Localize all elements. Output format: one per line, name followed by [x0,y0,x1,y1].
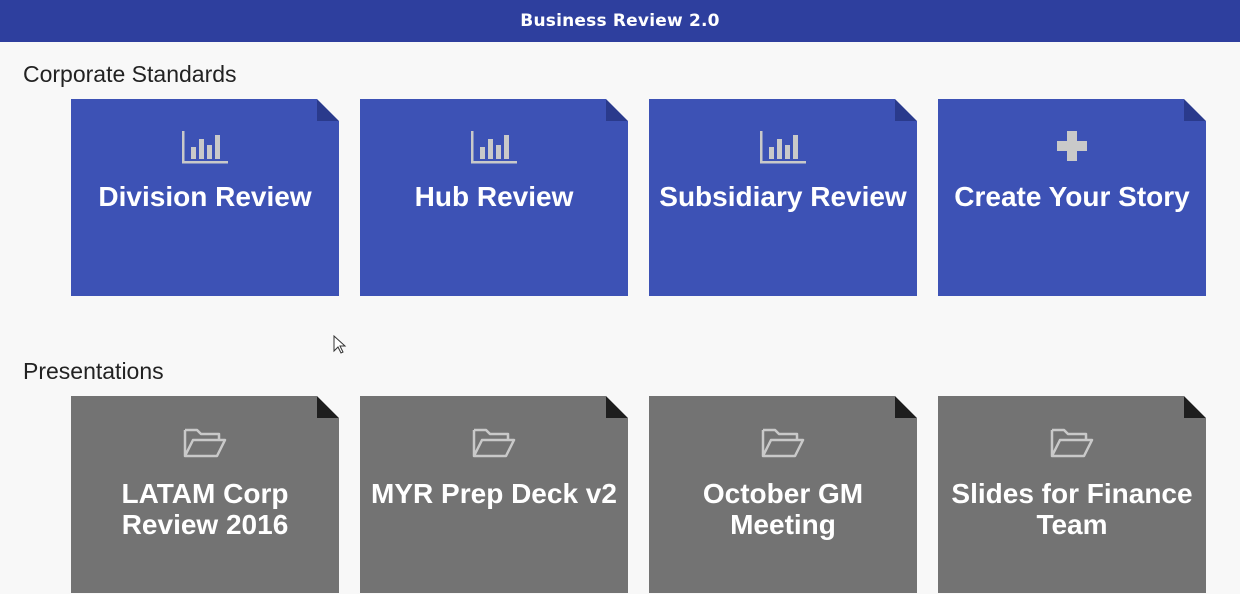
folder-icon [71,426,339,466]
corner-fold-icon [606,99,628,121]
corner-fold-icon [895,99,917,121]
bar-chart-icon [649,129,917,169]
tile-label: LATAM Corp Review 2016 [121,478,289,540]
tile-label: MYR Prep Deck v2 [371,478,617,509]
tile-create-your-story[interactable]: Create Your Story [938,99,1206,296]
bar-chart-icon [71,129,339,169]
bar-chart-icon [360,129,628,169]
tile-label: Slides for Finance Team [951,478,1193,540]
tile-latam-corp-review-2016[interactable]: LATAM Corp Review 2016 [71,396,339,593]
folder-icon [360,426,628,466]
plus-icon [938,129,1206,169]
section-title-corporate-standards: Corporate Standards [23,61,237,87]
tile-label: Create Your Story [954,181,1190,212]
tile-subsidiary-review[interactable]: Subsidiary Review [649,99,917,296]
tile-label: Hub Review [414,181,574,212]
tile-division-review[interactable]: Division Review [71,99,339,296]
tile-label: Division Review [98,181,312,212]
tile-hub-review[interactable]: Hub Review [360,99,628,296]
folder-icon [938,426,1206,466]
corner-fold-icon [606,396,628,418]
mouse-cursor-icon [333,334,347,355]
corner-fold-icon [1184,396,1206,418]
corner-fold-icon [317,396,339,418]
corner-fold-icon [1184,99,1206,121]
folder-icon [649,426,917,466]
corner-fold-icon [317,99,339,121]
app-header: Business Review 2.0 [0,0,1240,42]
tile-label: Subsidiary Review [659,181,907,212]
tile-myr-prep-deck-v2[interactable]: MYR Prep Deck v2 [360,396,628,593]
tile-october-gm-meeting[interactable]: October GM Meeting [649,396,917,593]
tile-label: October GM Meeting [702,478,864,540]
section-title-presentations: Presentations [23,358,164,384]
app-title: Business Review 2.0 [520,11,720,31]
tile-slides-for-finance-team[interactable]: Slides for Finance Team [938,396,1206,593]
corner-fold-icon [895,396,917,418]
